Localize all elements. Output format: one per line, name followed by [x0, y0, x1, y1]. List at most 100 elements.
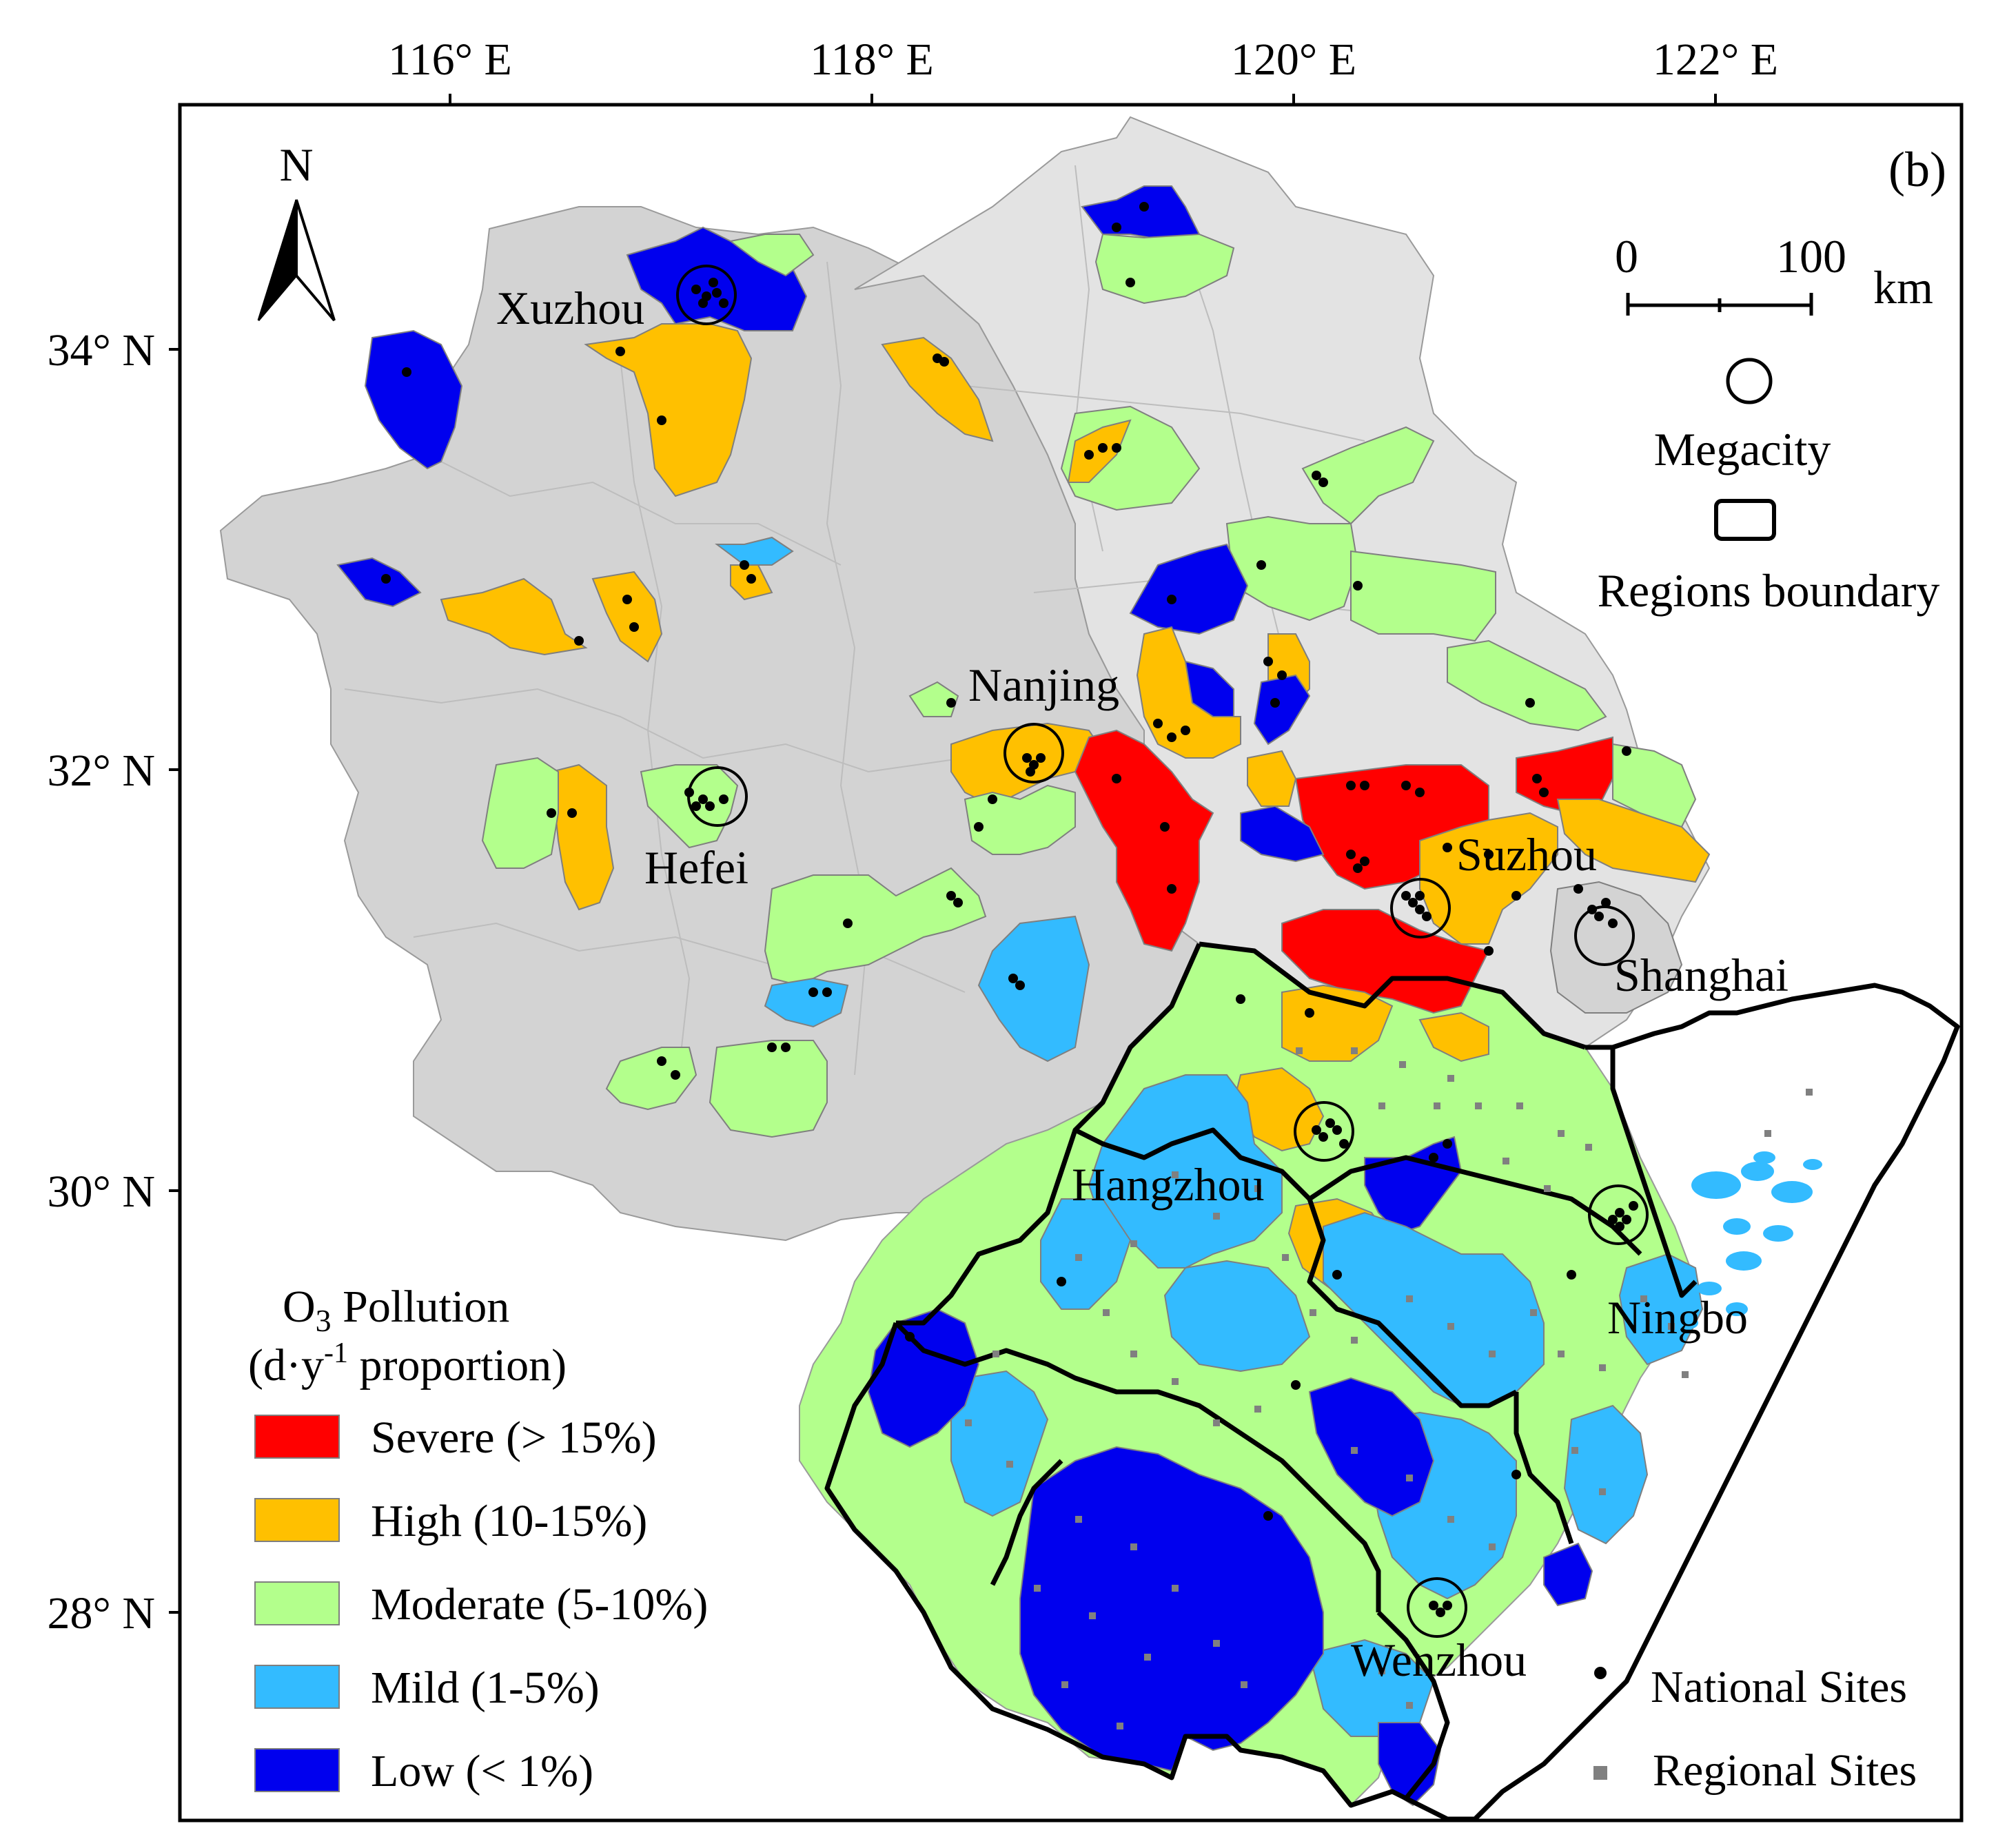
legend-swatch-low — [254, 1748, 340, 1792]
region-mild-anhui-central — [977, 915, 1090, 1062]
national-sites — [381, 202, 1638, 1617]
legend-label-moderate: Moderate (5-10%) — [371, 1579, 708, 1630]
scale-end-label: 100 — [1776, 230, 1846, 283]
legend-label-severe: Severe (> 15%) — [371, 1413, 657, 1463]
region-low-changzhou — [1240, 805, 1325, 863]
o3-legend-subtitle-close: proportion) — [348, 1340, 567, 1390]
region-moderate-anhui-south-2 — [709, 1040, 828, 1138]
region-moderate-east-3 — [1350, 550, 1496, 642]
o3-legend: O3 Pollution (d·y-1 proportion) Severe (… — [248, 1282, 708, 1796]
region-low-yangzhou — [1184, 660, 1234, 717]
megacity-circle-xuzhou — [676, 265, 737, 325]
zhoushan-islands — [1679, 1151, 1822, 1329]
city-label-ningbo: Ningbo — [1607, 1291, 1748, 1344]
region-low-wenzhou-coast — [1543, 1542, 1593, 1607]
region-moderate-east-1 — [1301, 426, 1435, 525]
legend-label-high: High (10-15%) — [371, 1496, 647, 1546]
megacity-circle-nanjing — [1004, 723, 1064, 783]
region-high-west-mid — [440, 577, 588, 656]
city-label-nanjing: Nanjing — [968, 659, 1119, 711]
region-high-nantong-south — [1556, 799, 1711, 883]
legend-swatch-mild — [254, 1665, 340, 1709]
panel-label: (b) — [1888, 142, 1946, 197]
megacity-circle-ningbo — [1588, 1184, 1649, 1245]
regional-sites-label: Regional Sites — [1653, 1745, 1917, 1796]
latitude-tick-32: 32° N — [47, 746, 155, 796]
latitude-tick-28: 28° N — [47, 1588, 155, 1639]
region-high-central-north — [1067, 419, 1132, 483]
national-sites-label: National Sites — [1651, 1662, 1907, 1712]
megacity-circle-hefei — [687, 766, 748, 827]
regions-boundary-legend-icon — [1714, 499, 1776, 541]
region-severe-zhenjiang — [1074, 729, 1214, 952]
region-high-jiaxing — [1418, 1012, 1489, 1062]
region-low-northwest — [364, 329, 463, 470]
region-mild-zhejiang-southwest — [950, 1370, 1049, 1517]
scale-unit-label: km — [1873, 261, 1933, 314]
north-label: N — [279, 138, 313, 191]
o3-legend-title: O3 Pollution — [283, 1282, 509, 1338]
megacity-circle-shanghai — [1574, 905, 1635, 966]
latitude-tick-34: 34° N — [47, 325, 155, 376]
legend-swatch-high — [254, 1498, 340, 1542]
longitude-tick-120: 120° E — [1231, 34, 1356, 85]
region-high-mid-north — [591, 571, 663, 663]
north-arrow-icon: N — [257, 138, 336, 322]
city-label-suzhou: Suzhou — [1456, 828, 1597, 881]
region-high-zhenjiang-east — [1247, 750, 1297, 807]
region-low-wenzhou-south — [1378, 1722, 1442, 1807]
region-high-north-central — [881, 336, 994, 442]
megacity-legend-icon — [1726, 358, 1773, 404]
o3-legend-title-suffix: Pollution — [332, 1282, 510, 1332]
legend-label-low: Low (< 1%) — [371, 1746, 593, 1796]
region-moderate-anhui-southwest — [605, 1047, 697, 1111]
region-mild-zhejiang-coast — [1563, 1404, 1649, 1545]
region-mild-zhejiang-mid — [1163, 1260, 1311, 1373]
region-low-zhejiang-central — [1308, 1377, 1435, 1517]
regional-site-legend-icon — [1593, 1766, 1607, 1780]
megacity-legend-label: Megacity — [1654, 423, 1831, 475]
megacity-circle-hangzhou — [1294, 1101, 1354, 1162]
scale-start-label: 0 — [1615, 230, 1638, 283]
legend-swatch-severe — [254, 1415, 340, 1459]
o3-legend-subtitle-sup: -1 — [324, 1337, 348, 1369]
o3-legend-subtitle: (d·y-1 proportion) — [248, 1337, 567, 1390]
city-label-hangzhou: Hangzhou — [1072, 1158, 1264, 1211]
region-mild-zhejiang-coast-2 — [1618, 1253, 1704, 1366]
longitude-tick-122: 122° E — [1653, 34, 1778, 85]
city-label-xuzhou: Xuzhou — [496, 282, 644, 334]
map-frame — [169, 94, 1964, 1823]
o3-legend-title-subscript: 3 — [316, 1303, 332, 1338]
o3-legend-title-prefix: O — [283, 1282, 316, 1332]
region-low-west-mid — [336, 557, 422, 608]
legend-swatch-moderate — [254, 1581, 340, 1625]
region-low-northeast — [1081, 185, 1201, 243]
region-low-huaian — [1129, 543, 1249, 635]
region-moderate-east-4 — [1447, 639, 1607, 732]
national-site-legend-icon — [1594, 1667, 1607, 1679]
symbol-legend: Megacity Regions boundary — [1598, 358, 1940, 617]
regions-boundary-legend-label: Regions boundary — [1598, 564, 1940, 617]
region-high-suzhou — [1419, 812, 1558, 945]
city-label-hefei: Hefei — [644, 841, 748, 894]
region-high-hefei-west — [550, 763, 615, 911]
latitude-tick-30: 30° N — [47, 1167, 155, 1217]
longitude-tick-116: 116° E — [388, 34, 512, 85]
legend-label-mild: Mild (1-5%) — [371, 1663, 600, 1713]
regions-boundary-lines — [824, 941, 1960, 1822]
region-severe-suzhou-south — [1281, 909, 1490, 1014]
megacity-circle-wenzhou — [1407, 1577, 1467, 1638]
city-label-shanghai: Shanghai — [1614, 949, 1789, 1001]
megacity-circle-suzhou — [1390, 878, 1451, 938]
scale-bar: 0 100 km — [1615, 230, 1933, 316]
region-high-xuzhou-south — [584, 323, 753, 497]
regional-sites — [965, 1047, 1813, 1729]
region-moderate-hefei-west — [481, 757, 559, 869]
region-moderate-xuzhou — [729, 234, 815, 277]
region-low-taizhou — [1253, 674, 1311, 746]
city-label-wenzhou: Wenzhou — [1351, 1634, 1527, 1686]
region-moderate-small-anhui — [908, 681, 959, 717]
o3-legend-subtitle-open: (d·y — [248, 1340, 324, 1390]
sites-legend: National Sites Regional Sites — [1593, 1662, 1917, 1796]
